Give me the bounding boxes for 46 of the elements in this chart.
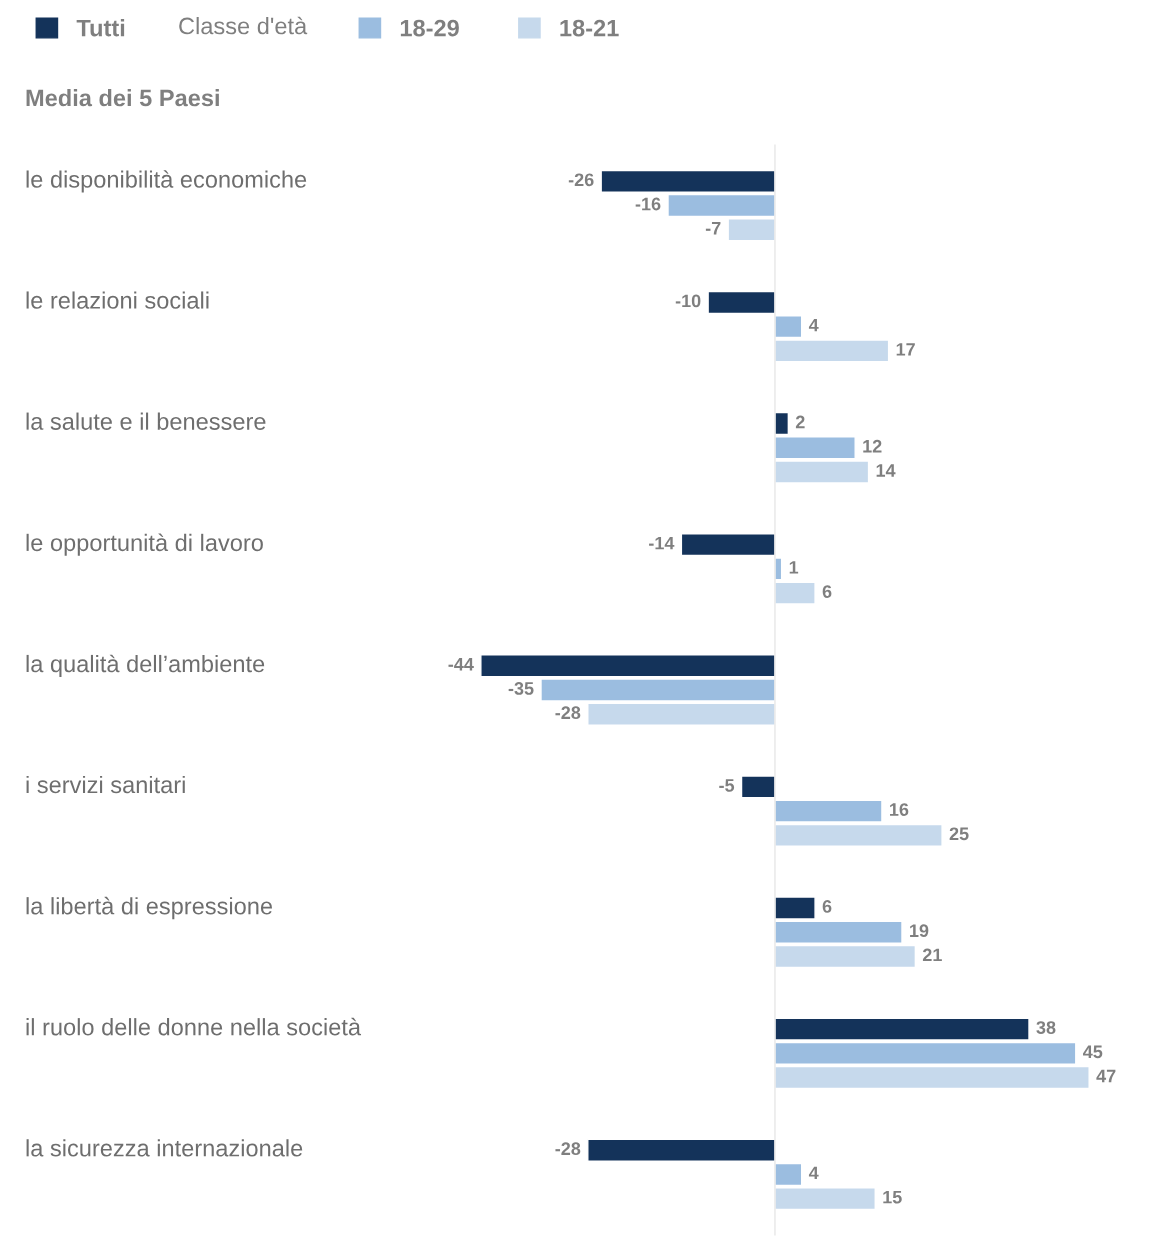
data-label: -28 [555,1142,581,1156]
data-label: 45 [1083,1045,1103,1059]
bar [774,581,816,605]
data-label: -14 [649,536,675,550]
y-tick-label: la libertà di espressione [26,896,273,920]
data-label: 14 [876,464,896,477]
data-label: 47 [1096,1069,1116,1083]
text: Media dei 5 Paesi [26,89,219,107]
bar [707,290,776,315]
legend-label: 18-29 [400,19,459,37]
data-label: 16 [890,803,909,816]
bar [587,1138,776,1162]
data-label: 1 [789,561,799,574]
data-label: 17 [896,343,915,356]
data-label: -5 [719,779,735,792]
legend-title: Classe d'età [179,16,308,35]
y-tick-label: la salute e il benessere [26,412,266,430]
data-label: -35 [508,682,534,695]
data-label: -26 [568,173,594,187]
data-label: -7 [705,222,721,235]
data-label: -16 [635,197,661,211]
data-label: 2 [795,415,805,429]
y-tick-label: le opportunità di lavoro [26,533,263,556]
y-tick-label: la sicurezza internazionale [26,1139,303,1157]
data-label: 15 [883,1190,902,1204]
data-label: 25 [949,827,969,841]
data-label: 38 [1036,1021,1056,1034]
data-label: 6 [822,900,832,913]
y-tick-label: la qualità dell’ambiente [26,654,265,677]
data-label: 21 [922,948,942,962]
data-label: 6 [822,585,832,598]
data-label: 4 [808,1166,819,1180]
data-label: -10 [675,294,701,308]
y-tick-label: i servizi sanitari [26,775,185,794]
data-label: 12 [863,439,882,453]
legend-label: 18-21 [560,19,619,37]
y-tick-label: le relazioni sociali [26,291,209,309]
data-label: 4 [808,318,819,332]
bar [680,533,776,557]
data-label: 19 [910,924,929,938]
y-tick-label: il ruolo delle donne nella società [26,1017,362,1036]
legend-label: Tutti [76,19,125,37]
data-label: -44 [448,658,474,671]
data-label: -28 [555,706,581,720]
bar [740,775,776,799]
y-tick-label: le disponibilità economiche [26,170,307,193]
